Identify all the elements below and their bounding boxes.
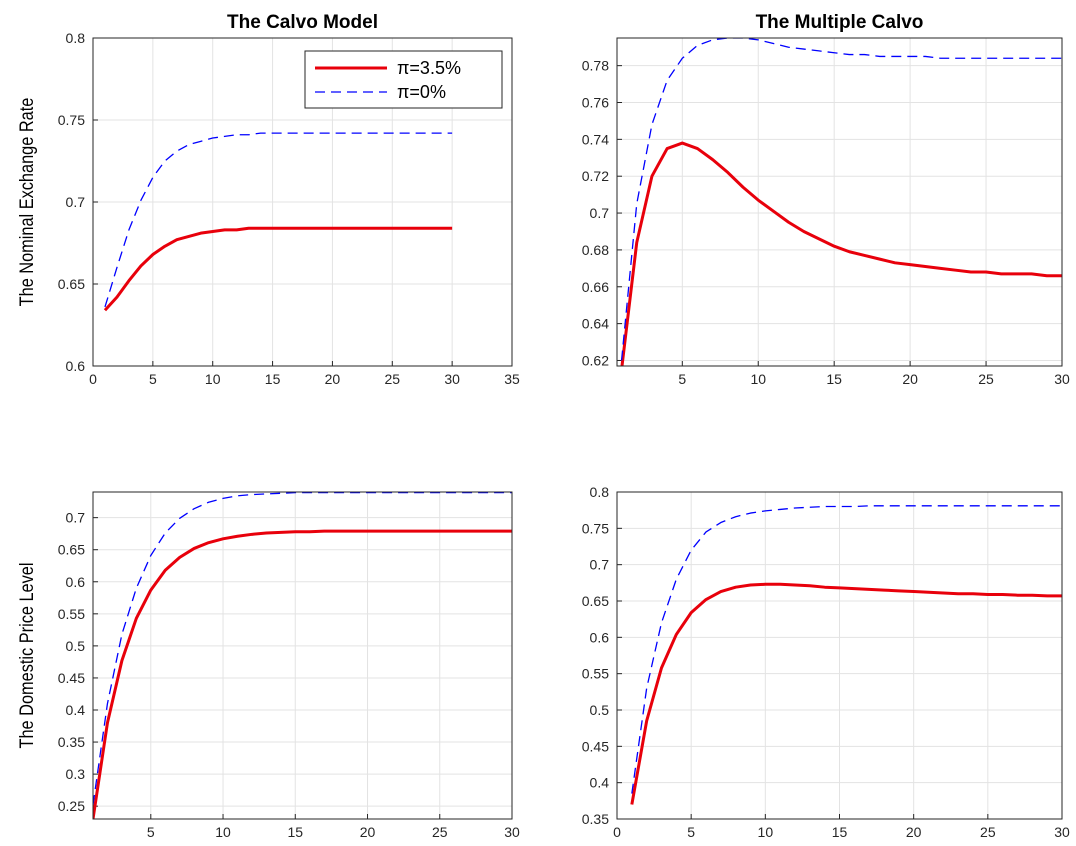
x-tick-label: 10 <box>205 371 221 387</box>
y-tick-label: 0.55 <box>582 666 609 682</box>
series-line-pi-0 <box>631 505 1062 794</box>
series-line-pi-0 <box>93 492 512 805</box>
plot-area <box>93 492 512 819</box>
x-tick-label: 15 <box>287 824 303 840</box>
y-tick-label: 0.5 <box>590 702 610 718</box>
chart-title: The Calvo Model <box>227 12 378 33</box>
x-tick-label: 10 <box>758 824 774 840</box>
y-tick-label: 0.75 <box>58 112 85 128</box>
series-line-pi-0 <box>104 132 453 308</box>
y-tick-label: 0.66 <box>582 279 609 295</box>
axes-box <box>92 37 513 367</box>
x-tick-label: 30 <box>444 371 460 387</box>
y-tick-label: 0.35 <box>58 734 85 750</box>
y-tick-label: 0.45 <box>58 670 85 686</box>
axes-box <box>616 37 1063 367</box>
y-tick-label: 0.72 <box>582 168 609 184</box>
y-axis-label: The Domestic Price Level <box>16 563 37 749</box>
y-tick-label: 0.7 <box>590 557 610 573</box>
legend-entry: π=3.5% <box>397 58 461 78</box>
x-tick-label: 15 <box>265 371 281 387</box>
x-tick-label: 0 <box>613 824 621 840</box>
series-group <box>103 132 453 312</box>
series-line-pi-0 <box>620 38 1062 361</box>
series-group <box>93 492 512 819</box>
x-tick-label: 25 <box>384 371 400 387</box>
series-line-pi-3-5 <box>620 141 1062 366</box>
x-tick-label: 30 <box>1054 824 1070 840</box>
legend-entry: π=0% <box>397 82 446 102</box>
x-tick-label: 30 <box>1054 371 1070 387</box>
x-tick-label: 20 <box>902 371 918 387</box>
x-tick-label: 5 <box>149 371 157 387</box>
y-tick-label: 0.7 <box>66 194 86 210</box>
legend: π=3.5% π=0% <box>304 50 503 109</box>
y-tick-label: 0.45 <box>582 738 609 754</box>
y-tick-label: 0.55 <box>58 606 85 622</box>
y-axis-label: The Nominal Exchange Rate <box>16 98 37 307</box>
series-line-pi-3-5 <box>103 226 453 312</box>
x-tick-label: 30 <box>504 824 520 840</box>
y-tick-label: 0.35 <box>582 811 609 827</box>
y-tick-label: 0.6 <box>66 574 86 590</box>
y-tick-label: 0.5 <box>66 638 86 654</box>
y-tick-label: 0.8 <box>66 30 86 46</box>
plot-area <box>617 38 1062 366</box>
axes-box <box>616 491 1063 820</box>
y-tick-label: 0.65 <box>58 276 85 292</box>
series-group <box>620 38 1062 366</box>
y-tick-label: 0.25 <box>58 798 85 814</box>
y-tick-label: 0.3 <box>66 766 86 782</box>
panel-1: 0 5 10 15 20 25 30 35 0.6 0.65 0.7 0.75 0.8 The Calvo… <box>16 12 520 387</box>
y-tick-label: 0.68 <box>582 242 609 258</box>
legend-box <box>304 50 503 109</box>
y-tick-label: 0.8 <box>590 484 610 500</box>
axes-box <box>92 491 513 820</box>
x-tick-label: 5 <box>147 824 155 840</box>
x-tick-label: 10 <box>750 371 766 387</box>
y-tick-label: 0.6 <box>66 358 86 374</box>
y-tick-label: 0.64 <box>582 316 609 332</box>
x-tick-label: 0 <box>89 371 97 387</box>
x-tick-label: 15 <box>826 371 842 387</box>
series-line-pi-3-5 <box>93 529 512 819</box>
x-tick-label: 35 <box>504 371 520 387</box>
x-tick-label: 25 <box>978 371 994 387</box>
x-tick-label: 25 <box>432 824 448 840</box>
y-tick-label: 0.65 <box>582 593 609 609</box>
panel-2: 5 10 15 20 25 30 0.62 0.64 0.66 0.68 0.7 0.72 0.74 0.… <box>582 12 1070 387</box>
x-tick-label: 20 <box>360 824 376 840</box>
x-tick-label: 10 <box>215 824 231 840</box>
series-group <box>630 505 1062 805</box>
x-tick-label: 5 <box>687 824 695 840</box>
y-tick-label: 0.4 <box>590 775 610 791</box>
y-tick-label: 0.76 <box>582 94 609 110</box>
x-tick-label: 5 <box>678 371 686 387</box>
chart-title: The Multiple Calvo <box>756 12 924 33</box>
panel-4: 0 5 10 15 20 25 30 0.35 0.4 0.45 0.5 0.55 0.6 0.65 0.7… <box>582 484 1070 840</box>
y-tick-label: 0.74 <box>582 131 609 147</box>
x-tick-label: 20 <box>906 824 922 840</box>
x-tick-label: 25 <box>980 824 996 840</box>
y-tick-label: 0.78 <box>582 58 609 74</box>
y-tick-label: 0.62 <box>582 352 609 368</box>
series-line-pi-3-5 <box>630 582 1062 805</box>
x-tick-label: 20 <box>325 371 341 387</box>
y-tick-label: 0.75 <box>582 520 609 536</box>
panel-3: 5 10 15 20 25 30 0.25 0.3 0.35 0.4 0.45 0.5 0.55 0.6 0… <box>16 491 520 840</box>
y-tick-label: 0.4 <box>66 702 86 718</box>
x-tick-label: 15 <box>832 824 848 840</box>
y-tick-label: 0.7 <box>590 205 610 221</box>
y-tick-label: 0.7 <box>66 510 86 526</box>
y-tick-label: 0.65 <box>58 542 85 558</box>
y-tick-label: 0.6 <box>590 629 610 645</box>
